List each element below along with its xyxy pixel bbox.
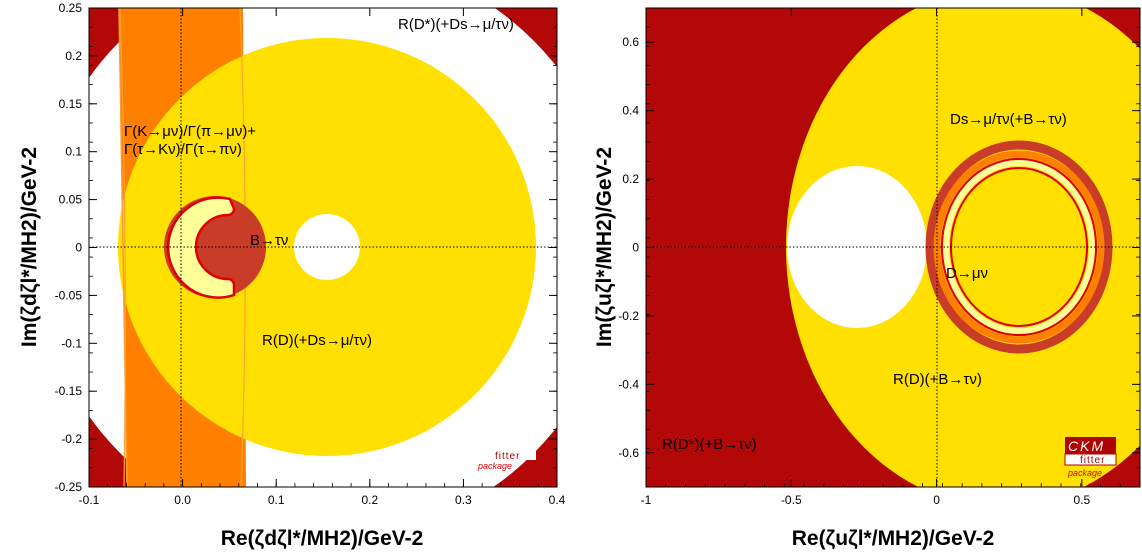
right-plot-area <box>646 8 1140 487</box>
y-tick-label: -0.25 <box>55 480 83 494</box>
left-panel: -0.1 0.0 0.1 0.2 0.3 0.4 0.25 0.2 0.15 0.1 0.05 0 -0… <box>18 1 566 550</box>
x-tick-label: -1 <box>641 493 652 507</box>
y-tick-label: -0.2 <box>61 432 82 446</box>
y-tick-label: 0.2 <box>65 49 82 63</box>
left-y-axis-title: Im(ζdζl*/MH2)/GeV-2 <box>18 147 41 347</box>
annotation-kaon-ratio-2: Γ(τ→Kν)/Γ(τ→πν) <box>124 141 242 158</box>
right-x-axis-title: Re(ζuζl*/MH2)/GeV-2 <box>792 527 995 550</box>
y-tick-label: 0.4 <box>622 104 639 118</box>
x-tick-label: 0 <box>933 493 940 507</box>
logo-box <box>1065 437 1116 454</box>
logo-fitter-text-right: fitter <box>1080 455 1105 466</box>
logo-bar <box>468 451 536 460</box>
y-tick-label: -0.05 <box>55 288 83 302</box>
y-tick-label: -0.2 <box>618 309 639 323</box>
x-tick-label: 0.2 <box>361 493 378 507</box>
annotation-rd-right: R(D)(+B→τν) <box>893 371 982 388</box>
annotation-rdstar-right: R(D*)(+B→τν) <box>662 436 757 453</box>
left-ticks <box>88 7 558 488</box>
btaunu-allowed-crescent <box>166 196 236 299</box>
rd-allowed-disk-right <box>786 8 1140 487</box>
logo-package-text: package <box>477 461 512 471</box>
x-tick-label: 0.5 <box>1074 493 1091 507</box>
y-tick-label: -0.15 <box>55 384 83 398</box>
x-tick-label: 0.3 <box>455 493 472 507</box>
logo-fitter-text: fitter <box>495 451 520 462</box>
right-panel: -1 -0.5 0 0.5 0.6 0.4 0.2 0 -0.2 -0.4 -0.6 Ds→μ/τν… <box>593 7 1141 550</box>
y-tick-label: 0.6 <box>622 35 639 49</box>
band-edge-inner <box>119 8 126 487</box>
logo-package-text-right: package <box>1067 468 1102 478</box>
left-plot-area <box>89 8 557 487</box>
left-tick-labels: -0.1 0.0 0.1 0.2 0.3 0.4 0.25 0.2 0.15 0.1 0.05 0 -0… <box>55 1 566 507</box>
annotation-rdstar-left: R(D*)(+Ds→μ/τν) <box>398 16 514 33</box>
y-tick-label: 0.05 <box>59 193 83 207</box>
annotation-kaon-ratio-1: Γ(K→μν)/Γ(π→μν)+ <box>124 123 256 140</box>
x-tick-label: 0.0 <box>174 493 191 507</box>
annotation-ds: Ds→μ/τν(+B→τν) <box>950 111 1067 128</box>
y-tick-label: 0 <box>75 241 82 255</box>
y-tick-label: -0.6 <box>618 446 639 460</box>
annotation-dmunu: D→μν <box>946 265 988 282</box>
logo-bar-right <box>1064 453 1117 466</box>
band-edge-left <box>118 8 128 487</box>
right-tick-labels: -1 -0.5 0 0.5 0.6 0.4 0.2 0 -0.2 -0.4 -0.6 <box>618 35 1090 507</box>
ckmfitter-logo-left: CKM fitter package <box>468 433 536 471</box>
right-ticks <box>645 7 1141 488</box>
ds-ring-contour-outer <box>940 157 1098 337</box>
left-x-axis-title: Re(ζdζl*/MH2)/GeV-2 <box>221 527 424 550</box>
x-tick-label: 0.4 <box>549 493 566 507</box>
annotation-rd-left: R(D)(+Ds→μ/τν) <box>262 332 372 349</box>
annotation-btaunu: B→τν <box>250 232 288 249</box>
ckmfitter-logo-right: CKM fitter package <box>1064 437 1117 478</box>
y-tick-label: -0.1 <box>61 336 82 350</box>
y-tick-label: 0.25 <box>59 1 83 15</box>
y-tick-label: 0.1 <box>65 145 82 159</box>
y-tick-label: 0.2 <box>622 172 639 186</box>
y-tick-label: 0.15 <box>59 97 83 111</box>
y-tick-label: 0 <box>632 241 639 255</box>
y-tick-label: -0.4 <box>618 377 639 391</box>
right-y-axis-title: Im(ζuζl*/MH2)/GeV-2 <box>593 147 616 347</box>
x-tick-label: -0.5 <box>781 493 802 507</box>
x-tick-label: -0.1 <box>79 493 100 507</box>
logo-ckm-text-right: CKM <box>1068 438 1105 454</box>
logo-ckm-text: CKM <box>477 433 514 449</box>
x-tick-label: 0.1 <box>268 493 285 507</box>
